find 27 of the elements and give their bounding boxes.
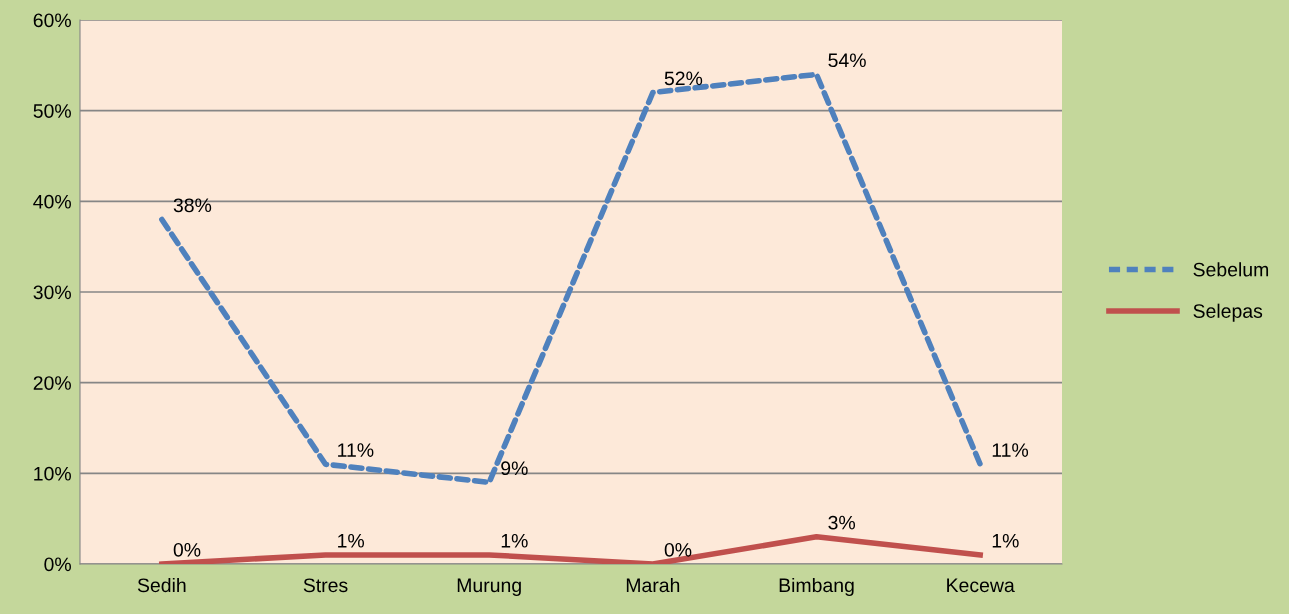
data-label: 11%: [992, 443, 1029, 457]
y-tick-label: 60%: [33, 13, 71, 28]
x-tick-label: Murung: [457, 578, 521, 597]
y-tick-label: 10%: [34, 466, 71, 481]
data-label: 1%: [501, 533, 528, 548]
data-label: 0%: [664, 542, 692, 557]
data-label: 9%: [501, 461, 528, 476]
legend-label: Sebelum: [1193, 262, 1269, 277]
data-label: 1%: [338, 533, 365, 548]
legend-label: Selepas: [1193, 303, 1263, 322]
data-label: 54%: [828, 53, 866, 68]
x-tick-label: Stres: [303, 578, 348, 593]
y-tick-label: 50%: [33, 104, 71, 118]
data-label: 0%: [173, 542, 201, 557]
y-tick-label: 40%: [33, 194, 71, 209]
data-label: 3%: [828, 515, 856, 530]
data-label: 1%: [992, 533, 1019, 548]
x-tick-label: Bimbang: [779, 577, 854, 597]
x-tick-label: Sedih: [137, 577, 186, 593]
data-label: 52%: [664, 71, 703, 86]
x-tick-label: Marah: [626, 577, 680, 593]
y-tick-label: 30%: [33, 285, 71, 300]
x-tick-label: Kecewa: [947, 578, 1015, 593]
y-tick-label: 0%: [44, 557, 71, 572]
data-label: 11%: [338, 443, 374, 457]
y-tick-label: 20%: [33, 376, 71, 390]
data-label: 38%: [173, 198, 212, 213]
